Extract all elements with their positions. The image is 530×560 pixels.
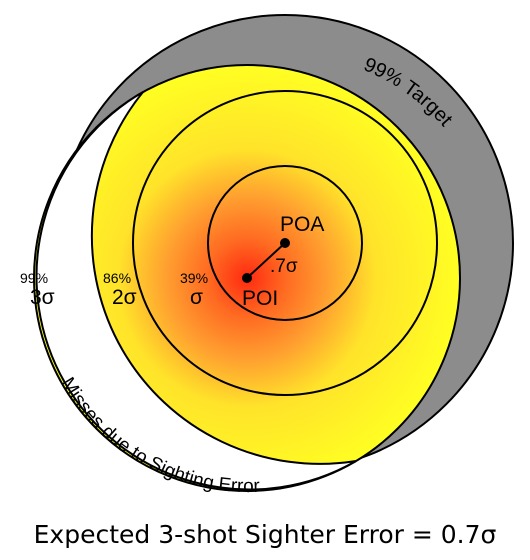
- ring-3-sigma: 3σ: [30, 286, 55, 309]
- sighting-error-diagram: POA .7σ POI 99% 3σ 86% 2σ 39% σ 99% Targ…: [20, 14, 514, 497]
- poi-label: POI: [242, 287, 278, 310]
- offset-line: [246, 242, 286, 279]
- ring-3-pct: 99%: [20, 270, 48, 286]
- ring-2-sigma: 2σ: [112, 286, 137, 309]
- poa-label: POA: [280, 213, 324, 236]
- miss-region: [35, 91, 357, 491]
- offset-label: .7σ: [270, 256, 298, 277]
- poi-dot: [242, 273, 252, 283]
- ring-1-pct: 39%: [180, 270, 208, 286]
- ring-2-sigma: [132, 90, 438, 396]
- ring-2-pct: 86%: [103, 270, 131, 286]
- caption: Expected 3-shot Sighter Error = 0.7σ: [33, 520, 497, 549]
- ring-1-sigma: σ: [190, 286, 203, 309]
- poa-dot: [280, 238, 290, 248]
- ring-1-sigma: [207, 165, 363, 321]
